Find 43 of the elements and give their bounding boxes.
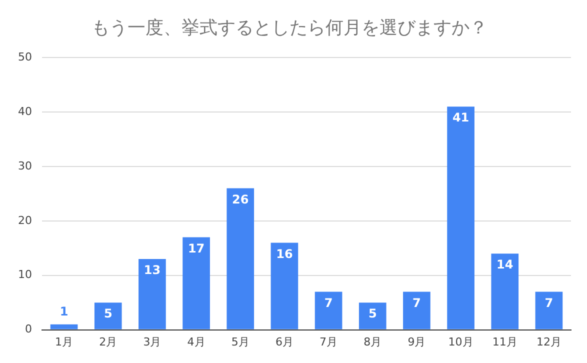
- data-label: 17: [188, 241, 205, 256]
- y-tick-label: 10: [18, 268, 32, 282]
- bar: [491, 254, 519, 330]
- x-tick-label: 11月: [492, 335, 518, 348]
- bar: [50, 324, 78, 330]
- data-label: 5: [368, 306, 377, 321]
- data-label: 7: [544, 296, 554, 310]
- x-tick-label: 9月: [408, 335, 426, 348]
- bar: [403, 292, 430, 330]
- x-tick-label: 5月: [231, 335, 250, 348]
- x-tick-label: 2月: [99, 335, 118, 348]
- data-label: 7: [412, 296, 421, 310]
- bar: [182, 237, 210, 330]
- bar: [270, 242, 298, 330]
- data-label: 5: [104, 306, 112, 321]
- data-label: 13: [144, 263, 161, 278]
- x-tick-label: 4月: [187, 335, 206, 348]
- y-tick-label: 40: [18, 104, 32, 118]
- x-tick-label: 10月: [448, 335, 474, 348]
- bar: [447, 106, 474, 330]
- y-tick-label: 30: [18, 159, 32, 172]
- x-tick-label: 6月: [275, 335, 294, 348]
- bar: [94, 302, 122, 330]
- data-label: 16: [276, 246, 293, 261]
- y-tick-label: 20: [18, 214, 32, 227]
- x-tick-label: 3月: [143, 335, 162, 348]
- data-label: 14: [496, 258, 514, 272]
- bar: [535, 292, 563, 330]
- data-label: 41: [452, 110, 470, 125]
- bar: [226, 188, 254, 330]
- y-tick-label: 0: [24, 322, 32, 336]
- x-tick-label: 8月: [364, 335, 382, 348]
- x-tick-label: 1月: [55, 335, 74, 348]
- x-tick-label: 12月: [536, 335, 562, 348]
- data-label: 1: [60, 304, 68, 318]
- bar: [138, 259, 166, 330]
- y-tick-label: 50: [18, 50, 32, 64]
- x-tick-label: 7月: [320, 335, 338, 348]
- bar: [314, 292, 342, 330]
- data-label: 26: [232, 192, 249, 206]
- chart-title: もう一度、挙式するとしたら何月を選びますか？: [92, 17, 488, 38]
- bar: [358, 302, 386, 330]
- data-label: 7: [324, 296, 333, 310]
